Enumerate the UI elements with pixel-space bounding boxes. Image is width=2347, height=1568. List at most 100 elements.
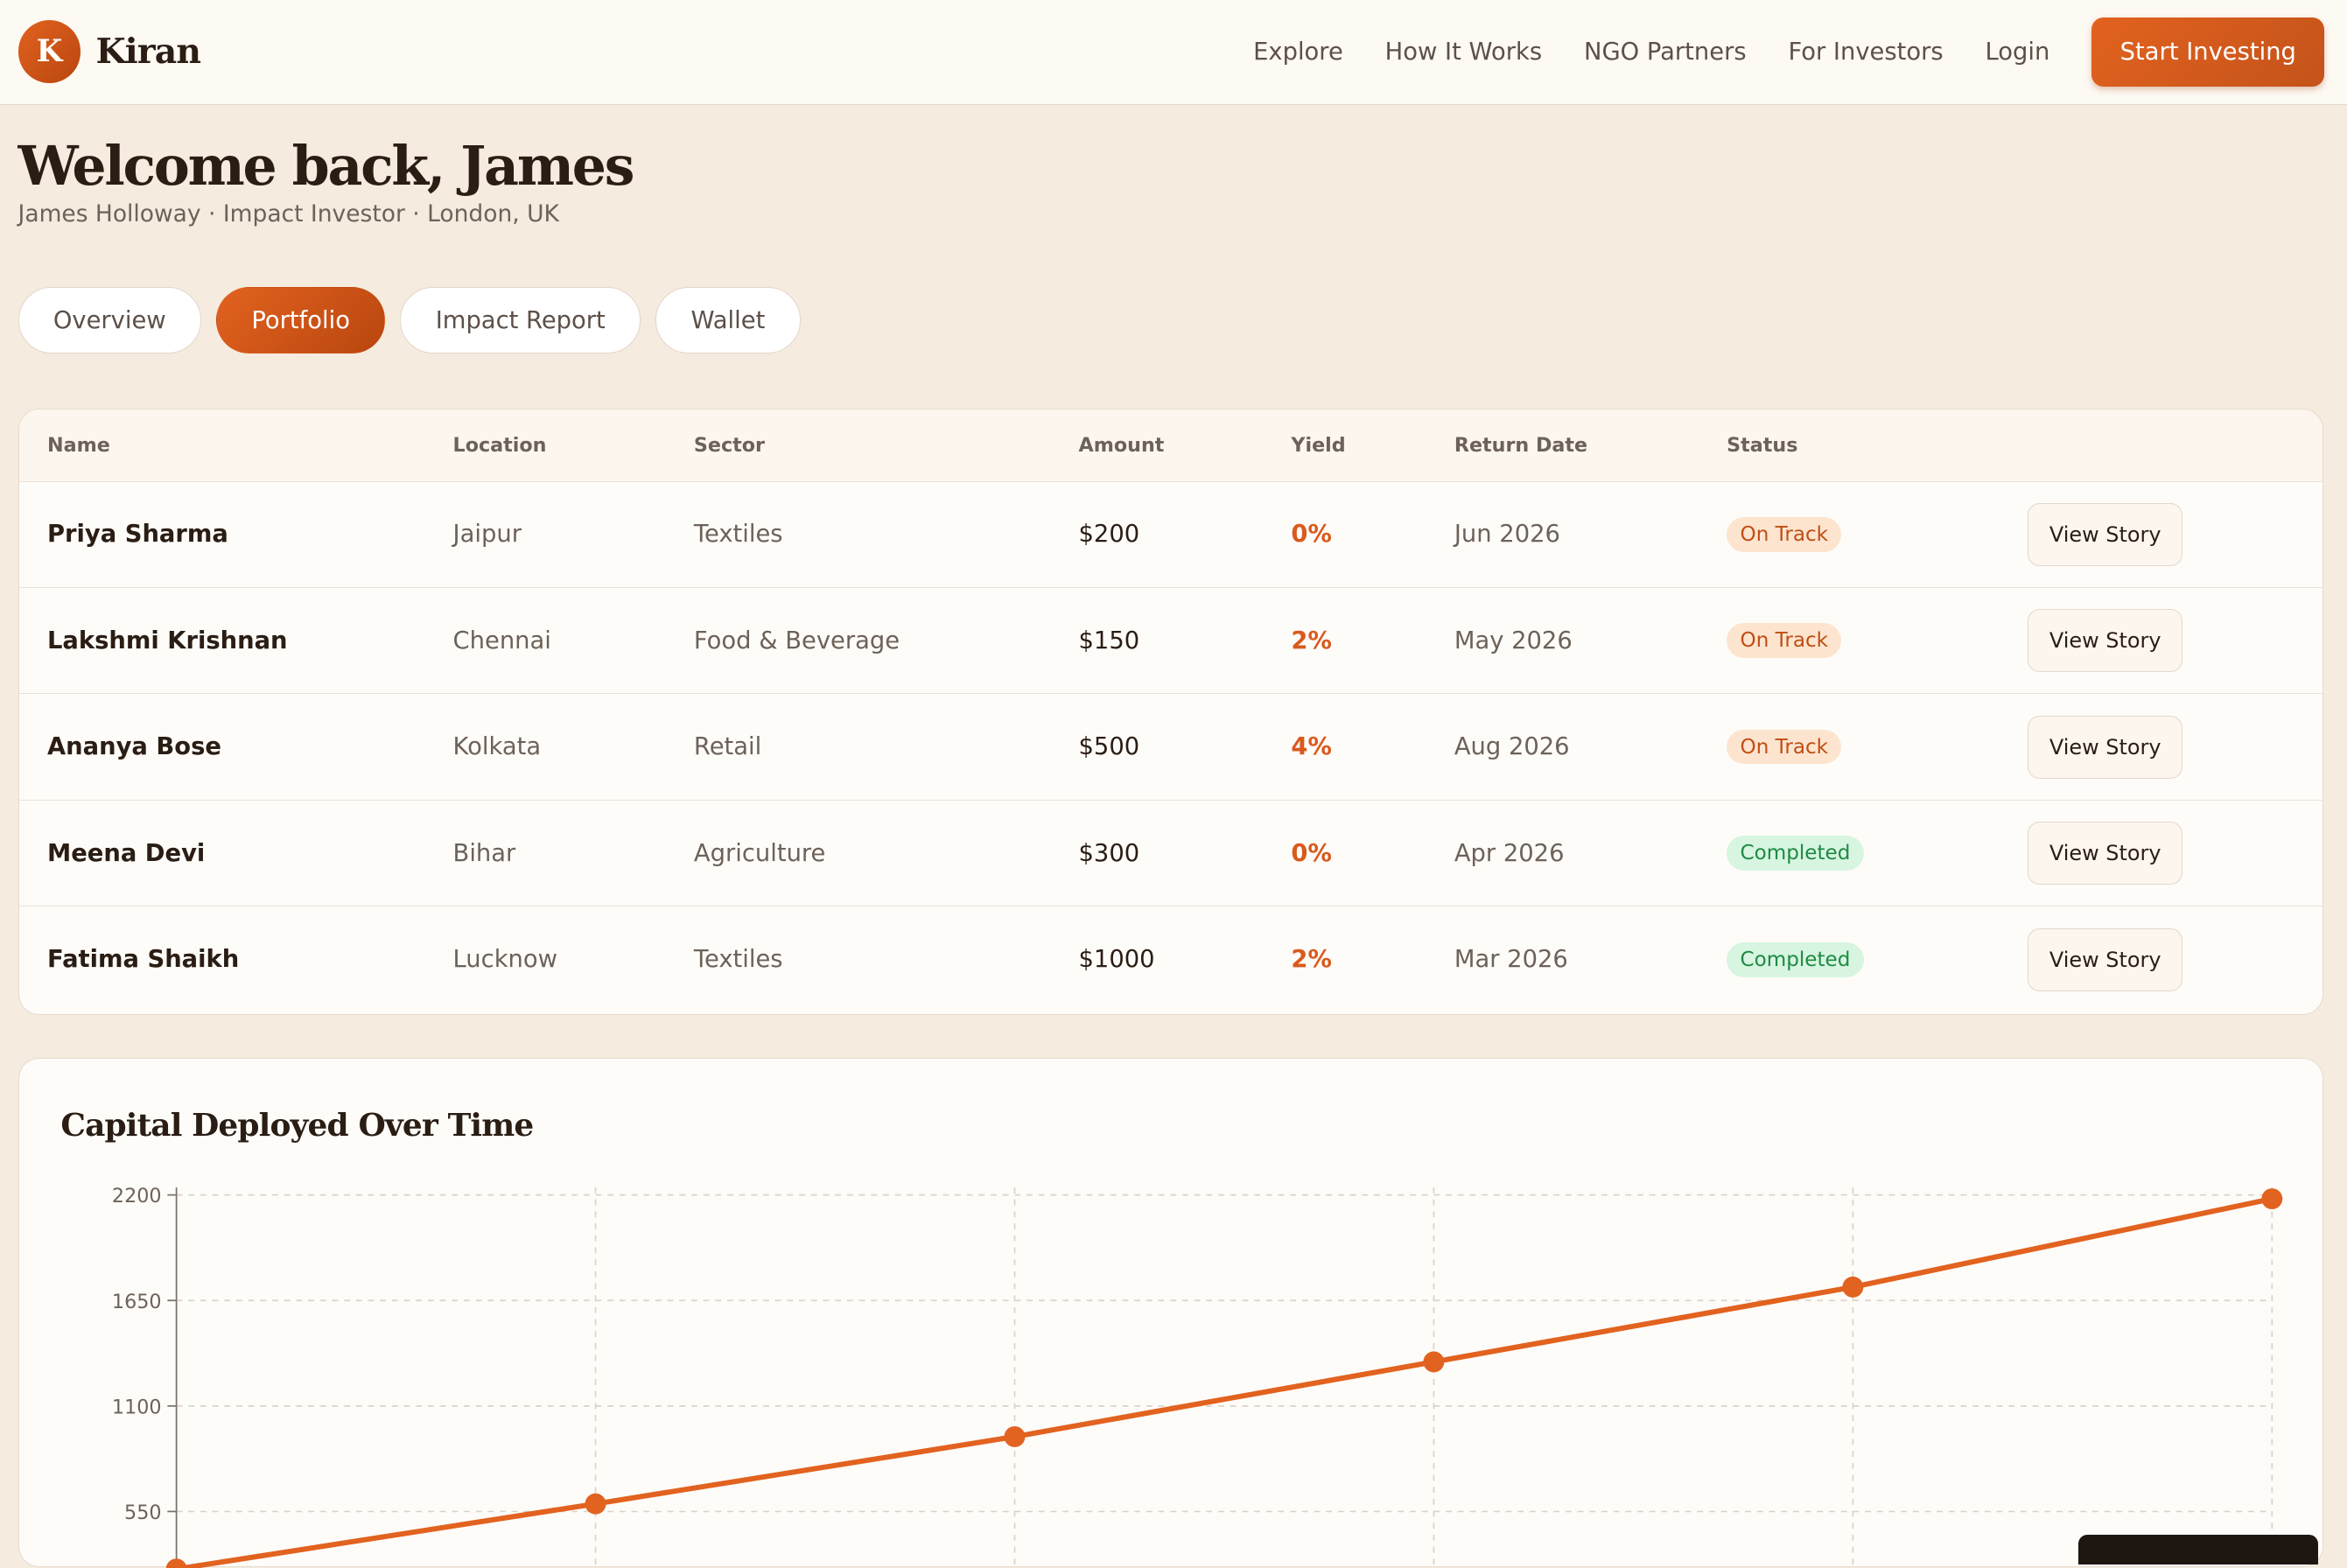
cell-sector: Agriculture — [693, 839, 826, 867]
logo-icon: K — [18, 20, 81, 84]
portfolio-table-card: Name Location Sector Amount Yield Return… — [18, 408, 2323, 1015]
column-header-return-date: Return Date — [1454, 433, 1588, 457]
cell-action: View Story — [2027, 587, 2322, 693]
tab-overview[interactable]: Overview — [18, 287, 201, 354]
cell-amount: $1000 — [1078, 946, 1155, 974]
y-tick-label: 550 — [124, 1502, 161, 1524]
cell-action: View Story — [2027, 800, 2322, 906]
cell-status: Completed — [1727, 906, 2028, 1012]
status-badge: On Track — [1727, 623, 1842, 659]
cell-amount: $200 — [1078, 521, 1140, 549]
cell-name: Meena Devi — [47, 839, 206, 867]
data-point — [165, 1558, 186, 1568]
page-title: Welcome back, James — [18, 133, 635, 198]
cell-return-date: Apr 2026 — [1454, 839, 1565, 867]
column-header-yield: Yield — [1291, 433, 1346, 457]
cell-yield: 0% — [1291, 839, 1332, 867]
chart-tooltip — [2078, 1535, 2318, 1565]
table-row: Lakshmi Krishnan Chennai Food & Beverage… — [18, 587, 2322, 693]
column-header-status: Status — [1727, 433, 1798, 457]
cell-sector: Food & Beverage — [693, 626, 900, 654]
cell-location: Kolkata — [452, 733, 542, 761]
cell-return-date: May 2026 — [1454, 626, 1573, 654]
brand-name: Kiran — [95, 32, 201, 73]
capital-line-chart: 550 1100 1650 2200 — [111, 1186, 2282, 1568]
table-row: Fatima Shaikh Lucknow Textiles $1000 2% … — [18, 906, 2322, 1012]
status-badge: On Track — [1727, 729, 1842, 765]
cell-location: Jaipur — [452, 521, 522, 549]
welcome-section: Welcome back, James James Holloway · Imp… — [18, 132, 635, 228]
y-tick-label: 2200 — [111, 1186, 161, 1208]
y-tick-label: 1650 — [111, 1291, 161, 1313]
chart-title: Capital Deployed Over Time — [60, 1107, 534, 1144]
cell-name: Lakshmi Krishnan — [47, 626, 288, 654]
column-header-sector: Sector — [693, 433, 766, 457]
tab-wallet[interactable]: Wallet — [655, 287, 801, 354]
top-navigation-bar: K Kiran Explore How It Works NGO Partner… — [0, 0, 2347, 105]
data-point — [1841, 1277, 1863, 1298]
cell-amount: $500 — [1078, 733, 1140, 761]
cell-action: View Story — [2027, 906, 2322, 1012]
nav-for-investors[interactable]: For Investors — [1788, 38, 1944, 66]
data-point — [1422, 1351, 1444, 1373]
y-tick-label: 1100 — [111, 1396, 161, 1419]
cell-name: Priya Sharma — [47, 521, 228, 549]
series-line — [175, 1196, 2273, 1568]
data-point — [2260, 1188, 2282, 1210]
nav-how-it-works[interactable]: How It Works — [1384, 38, 1543, 66]
dashboard-tabs: Overview Portfolio Impact Report Wallet — [18, 287, 801, 354]
cell-name: Fatima Shaikh — [47, 946, 240, 974]
tab-impact-report[interactable]: Impact Report — [400, 287, 641, 354]
column-header-name: Name — [47, 433, 110, 457]
table-header-row: Name Location Sector Amount Yield Return… — [18, 409, 2322, 482]
data-point — [585, 1493, 606, 1515]
status-badge: On Track — [1727, 516, 1842, 552]
portfolio-table: Name Location Sector Amount Yield Return… — [18, 409, 2322, 1012]
cell-return-date: Jun 2026 — [1454, 521, 1560, 549]
cell-status: Completed — [1727, 800, 2028, 906]
cell-status: On Track — [1727, 481, 2028, 587]
table-row: Ananya Bose Kolkata Retail $500 4% Aug 2… — [18, 693, 2322, 800]
cell-action: View Story — [2027, 481, 2322, 587]
cell-return-date: Mar 2026 — [1454, 946, 1568, 974]
column-header-action — [2028, 410, 2322, 481]
tab-portfolio[interactable]: Portfolio — [216, 287, 386, 354]
cell-status: On Track — [1727, 587, 2028, 693]
status-badge: Completed — [1727, 836, 1864, 871]
cell-sector: Textiles — [693, 521, 783, 549]
start-investing-button[interactable]: Start Investing — [2091, 18, 2325, 87]
view-story-button[interactable]: View Story — [2027, 502, 2183, 566]
cell-yield: 2% — [1291, 946, 1332, 974]
nav-ngo-partners[interactable]: NGO Partners — [1583, 38, 1747, 66]
column-header-amount: Amount — [1078, 433, 1165, 457]
cell-yield: 0% — [1291, 521, 1332, 549]
view-story-button[interactable]: View Story — [2027, 715, 2183, 779]
table-row: Meena Devi Bihar Agriculture $300 0% Apr… — [18, 800, 2322, 906]
nav-explore[interactable]: Explore — [1253, 38, 1343, 66]
status-badge: Completed — [1727, 942, 1864, 977]
cell-name: Ananya Bose — [47, 733, 221, 761]
user-subtitle: James Holloway · Impact Investor · Londo… — [18, 200, 559, 228]
main-nav: Explore How It Works NGO Partners For In… — [1253, 18, 2325, 87]
cell-yield: 4% — [1291, 733, 1332, 761]
cell-location: Chennai — [452, 626, 551, 654]
column-header-location: Location — [452, 433, 547, 457]
cell-action: View Story — [2027, 694, 2322, 800]
cell-yield: 2% — [1291, 626, 1332, 654]
cell-sector: Textiles — [693, 946, 783, 974]
cell-status: On Track — [1727, 694, 2028, 800]
capital-chart-card: Capital Deployed Over Time 550 1100 1650 22… — [18, 1058, 2323, 1568]
cell-sector: Retail — [693, 733, 762, 761]
cell-amount: $300 — [1078, 839, 1140, 867]
data-point — [1004, 1426, 1025, 1448]
view-story-button[interactable]: View Story — [2027, 609, 2183, 673]
brand[interactable]: K Kiran — [18, 20, 201, 84]
nav-login[interactable]: Login — [1985, 38, 2050, 66]
view-story-button[interactable]: View Story — [2027, 822, 2183, 885]
cell-return-date: Aug 2026 — [1454, 733, 1570, 761]
cell-location: Lucknow — [452, 946, 557, 974]
view-story-button[interactable]: View Story — [2027, 928, 2183, 991]
cell-location: Bihar — [452, 839, 516, 867]
table-row: Priya Sharma Jaipur Textiles $200 0% Jun… — [18, 481, 2322, 587]
cell-amount: $150 — [1078, 626, 1140, 654]
